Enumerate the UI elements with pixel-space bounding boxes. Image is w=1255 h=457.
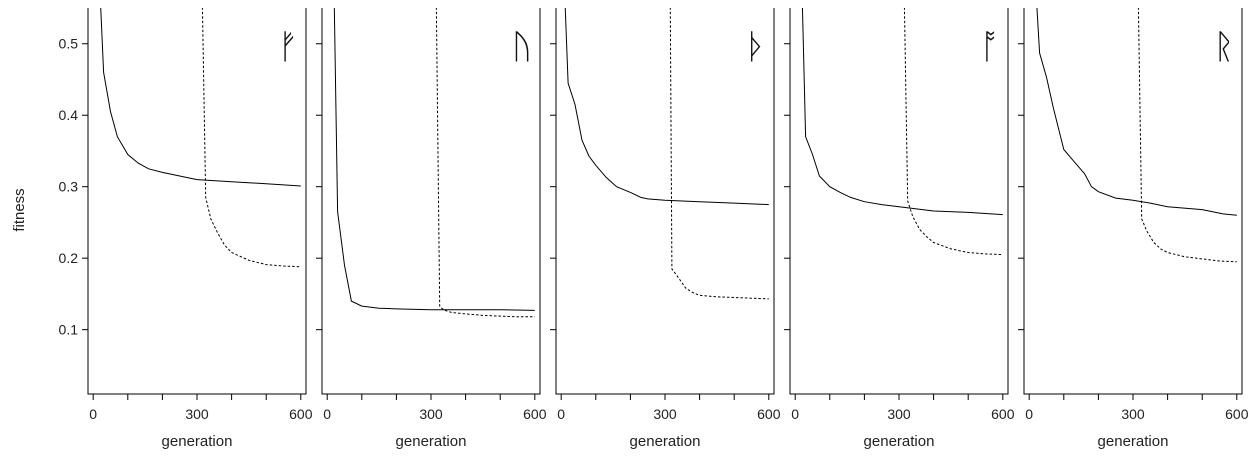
dashed-series-line <box>669 8 769 300</box>
x-axis-title: generation <box>162 433 233 450</box>
x-tick-label: 600 <box>289 406 313 422</box>
panel-frame <box>321 8 541 395</box>
y-axis-title: fitness <box>11 188 28 231</box>
x-tick-label: 0 <box>323 406 331 422</box>
y-tick-label: 0.5 <box>59 36 79 52</box>
y-tick-label: 0.2 <box>59 250 79 266</box>
panel-2: 0 300 600 generation ᚢ <box>316 8 547 450</box>
x-tick-label: 300 <box>1121 406 1145 422</box>
x-axis-title: generation <box>396 433 467 450</box>
panel-frame <box>1023 8 1243 395</box>
x-axis-title: generation <box>630 433 701 450</box>
panel-3: 0 300 600 generation ᚦ <box>550 8 781 450</box>
x-tick-label: 300 <box>653 406 677 422</box>
y-tick-label: 0.4 <box>59 107 79 123</box>
x-tick-label: 300 <box>185 406 209 422</box>
x-tick-label: 300 <box>419 406 443 422</box>
x-tick-label: 0 <box>1025 406 1033 422</box>
x-tick-label: 600 <box>757 406 781 422</box>
panel-4: 0 300 600 generation ᚩ <box>784 8 1015 450</box>
panel-rune: ᚩ <box>980 27 1000 67</box>
panel-rune: ᚱ <box>1214 27 1234 67</box>
solid-series-line <box>1036 8 1237 216</box>
y-tick-label: 0.3 <box>59 179 79 195</box>
x-tick-label: 600 <box>991 406 1015 422</box>
panel-rune: ᚢ <box>512 27 532 67</box>
panel-1: 0.1 0.2 0.3 0.4 0.5 0 300 600 generation ᚠ <box>59 8 313 450</box>
solid-series-line <box>801 8 1003 216</box>
dashed-series-line <box>903 8 1003 256</box>
solid-series-line <box>100 8 301 187</box>
dashed-series-line <box>1137 8 1237 263</box>
panel-5: 0 300 600 generation ᚱ <box>1018 8 1249 450</box>
panel-rune: ᚦ <box>746 27 766 67</box>
solid-series-line <box>564 8 769 206</box>
solid-series-line <box>333 8 535 311</box>
dashed-series-line <box>435 8 535 318</box>
panel-frame <box>555 8 775 395</box>
x-axis-title: generation <box>1098 433 1169 450</box>
x-tick-label: 0 <box>557 406 565 422</box>
x-tick-label: 0 <box>89 406 97 422</box>
panel-frame <box>87 8 307 395</box>
x-axis-title: generation <box>864 433 935 450</box>
x-tick-label: 300 <box>887 406 911 422</box>
x-tick-label: 600 <box>1225 406 1249 422</box>
panel-frame <box>789 8 1009 395</box>
x-tick-label: 0 <box>791 406 799 422</box>
panel-rune: ᚠ <box>278 27 298 67</box>
y-tick-label: 0.1 <box>59 322 79 338</box>
x-tick-label: 600 <box>523 406 547 422</box>
dashed-series-line <box>201 8 301 268</box>
